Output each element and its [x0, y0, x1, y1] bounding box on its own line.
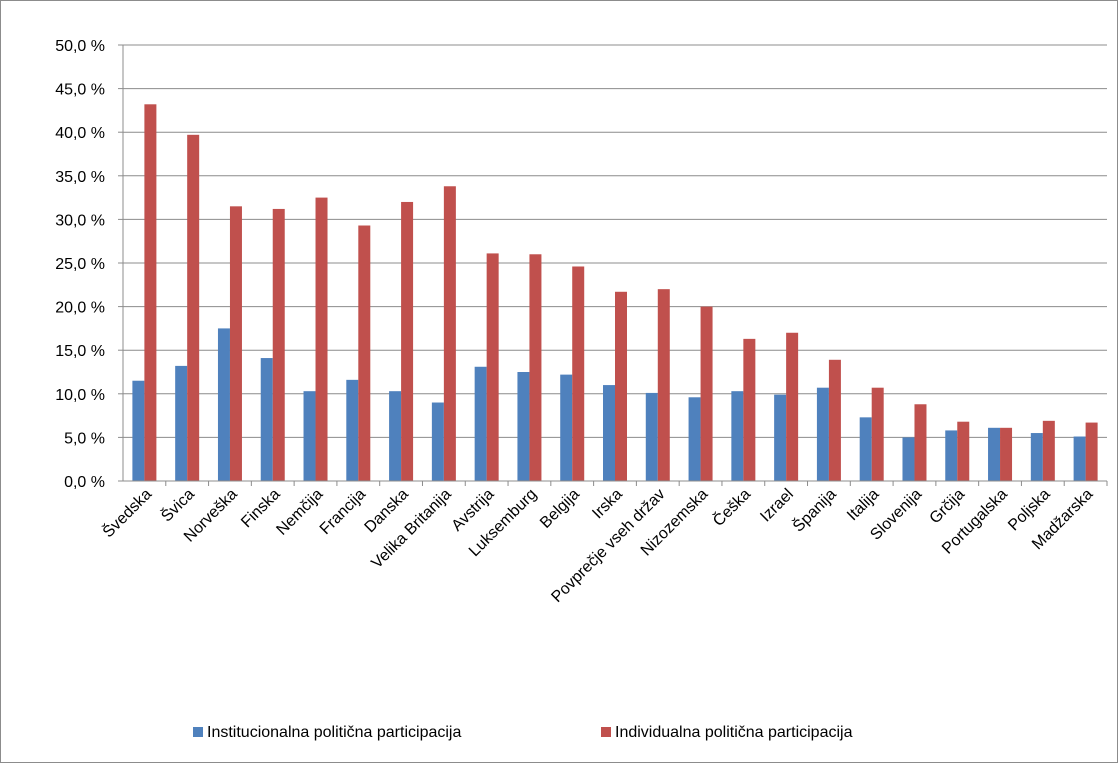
bar-individualna	[272, 208, 285, 481]
bar-individualna	[700, 306, 713, 481]
x-category-label: Velika Britanija	[368, 486, 454, 572]
bar-individualna	[1085, 422, 1098, 481]
bar-institucionalna	[303, 391, 316, 481]
bar-individualna	[743, 338, 756, 481]
bar-individualna	[229, 206, 242, 481]
bar-institucionalna	[1073, 436, 1086, 481]
x-category-label: Italija	[844, 486, 883, 525]
y-tick-labels: 0,0 % 5,0 % 10,0 % 15,0 % 20,0 % 25,0 % 30,0 %…	[55, 38, 105, 491]
bar-individualna	[358, 225, 371, 481]
bar-institucionalna	[774, 394, 787, 481]
y-tick-label: 0,0 %	[64, 474, 105, 491]
legend-label-individualna: Individualna politična participacija	[615, 724, 853, 741]
legend-label-institucionalna: Institucionalna politična participacija	[207, 724, 461, 741]
y-tick-label: 10,0 %	[55, 387, 105, 404]
bar-institucionalna	[431, 402, 444, 481]
y-tick-label: 35,0 %	[55, 169, 105, 186]
y-tick-label: 5,0 %	[64, 430, 105, 447]
x-category-label: Češka	[709, 484, 755, 530]
bar-individualna	[315, 197, 328, 481]
bar-institucionalna	[474, 366, 487, 481]
bar-individualna	[443, 186, 456, 481]
bar-institucionalna	[1030, 433, 1043, 481]
y-tick-label: 40,0 %	[55, 125, 105, 142]
bar-institucionalna	[217, 328, 230, 481]
bar-individualna	[786, 332, 799, 481]
bar-institucionalna	[175, 365, 188, 481]
x-category-label: Švica	[157, 484, 198, 525]
bar-individualna	[1042, 420, 1055, 481]
axes	[122, 45, 1108, 486]
bar-individualna	[486, 253, 499, 481]
bar-individualna	[529, 254, 542, 481]
bar-individualna	[657, 289, 670, 481]
bar-individualna	[572, 266, 585, 481]
bar-institucionalna	[902, 437, 915, 481]
y-tick-label: 45,0 %	[55, 82, 105, 99]
bar-institucionalna	[731, 391, 744, 481]
x-category-label: Belgija	[537, 486, 583, 532]
bar-individualna	[187, 134, 200, 482]
legend: Institucionalna politična participacija …	[193, 724, 853, 741]
bar-institucionalna	[859, 417, 872, 481]
x-category-label: Francija	[317, 486, 369, 538]
y-tick-label: 25,0 %	[55, 256, 105, 273]
bar-institucionalna	[988, 427, 1001, 481]
bar-institucionalna	[688, 397, 701, 481]
legend-swatch-individualna	[601, 727, 611, 737]
y-tick-label: 20,0 %	[55, 300, 105, 317]
y-tick-label: 30,0 %	[55, 212, 105, 229]
y-tick-label: 15,0 %	[55, 343, 105, 360]
bar-individualna	[144, 104, 157, 482]
bar-individualna	[957, 421, 970, 481]
x-category-labels: Švedska ŠvicaNorveškaFinskaNemčijaFrancij…	[98, 484, 1096, 606]
y-tick-label: 50,0 %	[55, 38, 105, 55]
bar-individualna	[1000, 427, 1013, 481]
bar-individualna	[914, 404, 927, 481]
legend-swatch-institucionalna	[193, 727, 203, 737]
x-category-label: Irska	[589, 486, 626, 523]
bar-institucionalna	[603, 385, 615, 481]
x-category-label: Izrael	[757, 486, 797, 526]
x-category-label: Španija	[789, 484, 840, 535]
bar-individualna	[828, 359, 841, 481]
bars	[132, 104, 1098, 482]
bar-institucionalna	[816, 387, 829, 481]
x-category-label: Švedska	[98, 484, 155, 541]
bar-individualna	[871, 387, 884, 481]
bar-institucionalna	[389, 391, 402, 481]
x-category-label: Nemčija	[273, 486, 326, 539]
bar-institucionalna	[560, 374, 573, 481]
x-category-label: Grčija	[927, 486, 969, 528]
bar-institucionalna	[260, 358, 273, 481]
bar-individualna	[615, 291, 627, 481]
bar-institucionalna	[645, 392, 658, 481]
bar-individualna	[401, 201, 414, 481]
bar-institucionalna	[132, 380, 145, 481]
bar-institucionalna	[346, 379, 359, 481]
bar-institucionalna	[517, 372, 530, 481]
bar-institucionalna	[945, 430, 958, 481]
